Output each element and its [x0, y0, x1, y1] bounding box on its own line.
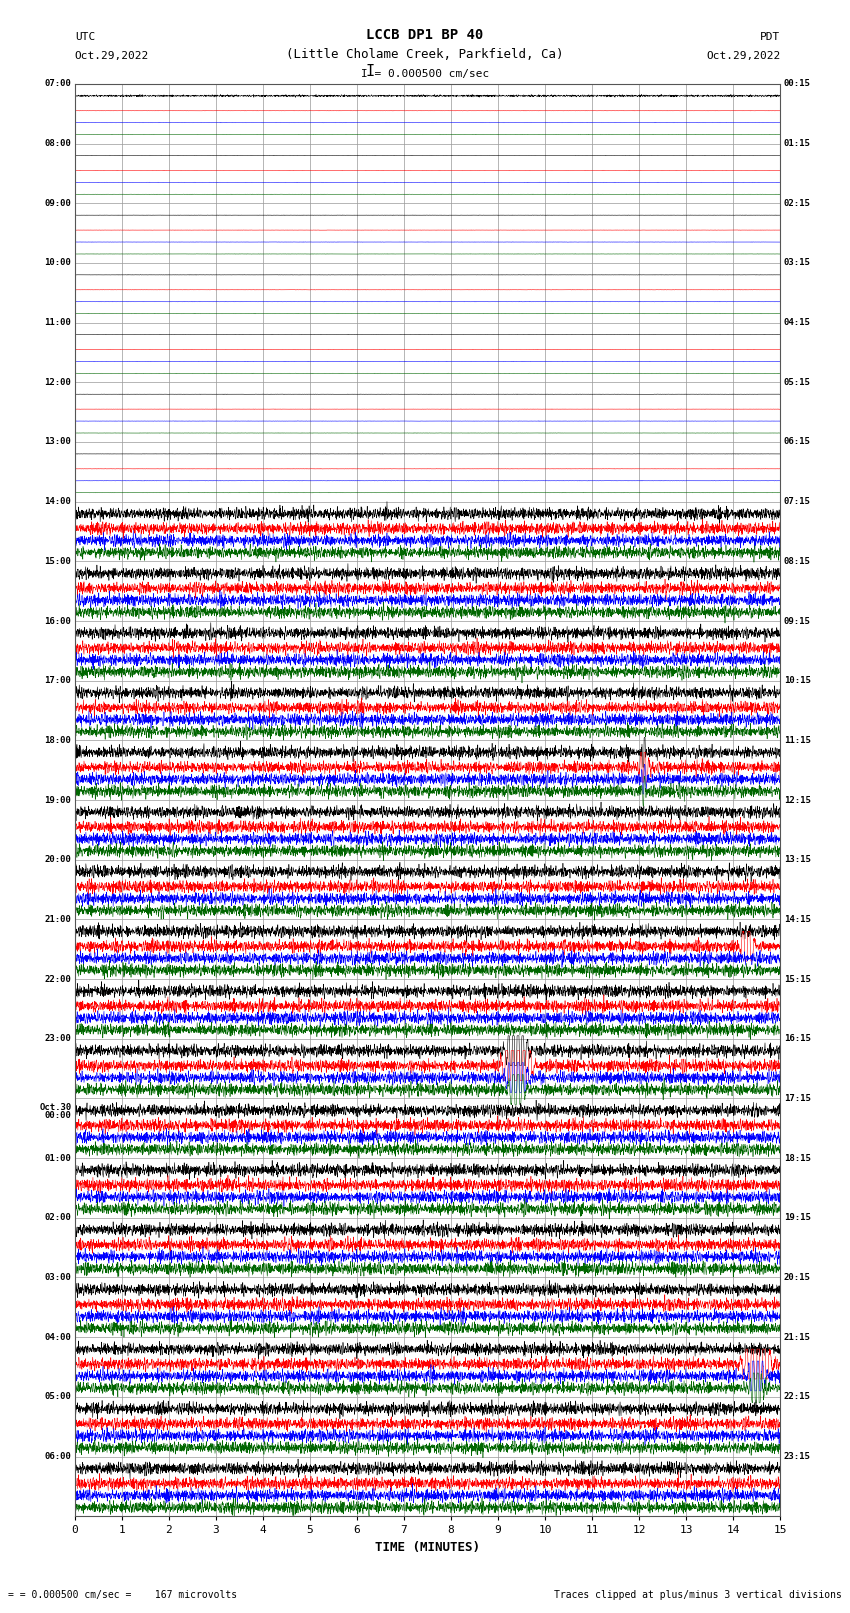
Text: 12:15: 12:15: [784, 795, 811, 805]
Text: 02:15: 02:15: [784, 198, 811, 208]
Text: 07:15: 07:15: [784, 497, 811, 506]
Text: I: I: [366, 65, 374, 79]
Text: 13:00: 13:00: [44, 437, 71, 447]
Text: 23:15: 23:15: [784, 1452, 811, 1461]
Text: 10:00: 10:00: [44, 258, 71, 268]
Text: 19:15: 19:15: [784, 1213, 811, 1223]
Text: 03:15: 03:15: [784, 258, 811, 268]
Text: 09:15: 09:15: [784, 616, 811, 626]
Text: 08:00: 08:00: [44, 139, 71, 148]
Text: 13:15: 13:15: [784, 855, 811, 865]
Text: 15:00: 15:00: [44, 556, 71, 566]
Text: Oct.29,2022: Oct.29,2022: [75, 52, 149, 61]
Text: 23:00: 23:00: [44, 1034, 71, 1044]
Text: 18:15: 18:15: [784, 1153, 811, 1163]
Text: 09:00: 09:00: [44, 198, 71, 208]
Text: 01:15: 01:15: [784, 139, 811, 148]
Text: 20:15: 20:15: [784, 1273, 811, 1282]
Text: Oct.29,2022: Oct.29,2022: [706, 52, 780, 61]
Text: 02:00: 02:00: [44, 1213, 71, 1223]
Text: 04:15: 04:15: [784, 318, 811, 327]
Text: 17:15: 17:15: [784, 1094, 811, 1103]
Text: 17:00: 17:00: [44, 676, 71, 686]
Text: 22:00: 22:00: [44, 974, 71, 984]
Text: 06:15: 06:15: [784, 437, 811, 447]
Text: 21:00: 21:00: [44, 915, 71, 924]
Text: 14:00: 14:00: [44, 497, 71, 506]
Text: 08:15: 08:15: [784, 556, 811, 566]
Text: 16:00: 16:00: [44, 616, 71, 626]
X-axis label: TIME (MINUTES): TIME (MINUTES): [375, 1540, 480, 1553]
Text: 05:00: 05:00: [44, 1392, 71, 1402]
Text: 12:00: 12:00: [44, 377, 71, 387]
Text: 21:15: 21:15: [784, 1332, 811, 1342]
Text: 00:00: 00:00: [44, 1111, 71, 1121]
Text: I = 0.000500 cm/sec: I = 0.000500 cm/sec: [361, 69, 489, 79]
Text: UTC: UTC: [75, 32, 95, 42]
Text: 20:00: 20:00: [44, 855, 71, 865]
Text: 01:00: 01:00: [44, 1153, 71, 1163]
Text: 03:00: 03:00: [44, 1273, 71, 1282]
Text: 15:15: 15:15: [784, 974, 811, 984]
Text: 00:15: 00:15: [784, 79, 811, 89]
Text: (Little Cholame Creek, Parkfield, Ca): (Little Cholame Creek, Parkfield, Ca): [286, 48, 564, 61]
Text: 07:00: 07:00: [44, 79, 71, 89]
Text: LCCB DP1 BP 40: LCCB DP1 BP 40: [366, 27, 484, 42]
Text: 18:00: 18:00: [44, 736, 71, 745]
Text: Oct.30: Oct.30: [39, 1103, 71, 1113]
Text: = = 0.000500 cm/sec =    167 microvolts: = = 0.000500 cm/sec = 167 microvolts: [8, 1590, 238, 1600]
Text: 16:15: 16:15: [784, 1034, 811, 1044]
Text: 05:15: 05:15: [784, 377, 811, 387]
Text: 19:00: 19:00: [44, 795, 71, 805]
Text: 22:15: 22:15: [784, 1392, 811, 1402]
Text: 14:15: 14:15: [784, 915, 811, 924]
Text: 11:00: 11:00: [44, 318, 71, 327]
Text: PDT: PDT: [760, 32, 780, 42]
Text: 04:00: 04:00: [44, 1332, 71, 1342]
Text: 06:00: 06:00: [44, 1452, 71, 1461]
Text: Traces clipped at plus/minus 3 vertical divisions: Traces clipped at plus/minus 3 vertical …: [553, 1590, 842, 1600]
Text: 10:15: 10:15: [784, 676, 811, 686]
Text: 11:15: 11:15: [784, 736, 811, 745]
